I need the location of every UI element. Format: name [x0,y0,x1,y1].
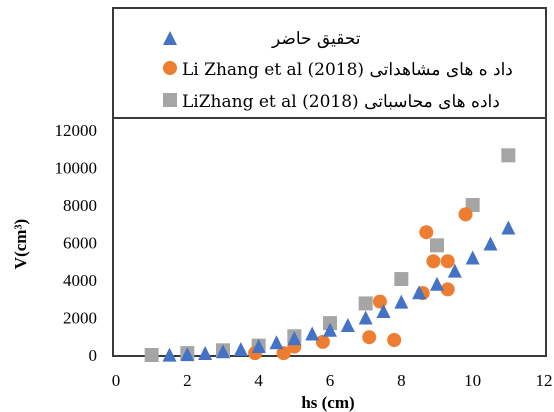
x-tick-label: 4 [254,371,263,390]
legend-entry-label: LiZhang et al (2018) داده های محاسباتی [182,92,500,112]
y-tick-label: 10000 [55,159,98,178]
series-circle [248,207,473,361]
y-tick-label: 0 [89,346,98,365]
series-triangle [162,220,516,362]
data-point [358,296,373,311]
data-point [483,236,498,251]
x-tick-label: 2 [183,371,192,390]
data-point [394,272,409,287]
data-point [440,282,455,297]
data-point [465,250,480,265]
data-point [216,344,230,359]
legend: تحقیق حاضر Li Zhang et al (2018) داد ه ها… [163,29,513,112]
y-axis-title: V(cm³) [11,219,30,269]
data-point [501,220,516,235]
data-point [233,342,248,356]
x-tick-label: 0 [112,371,121,390]
data-point [180,347,195,362]
data-point [458,207,473,222]
legend-box [112,7,547,119]
data-point [323,322,337,337]
data-point [412,285,427,300]
data-point [372,294,387,309]
data-point [362,330,377,345]
y-tick-label: 8000 [63,196,97,215]
data-point [430,276,444,291]
data-point [387,333,402,347]
y-tick-label: 2000 [63,309,97,328]
data-point [144,348,159,362]
x-axis-title: hs (cm) [301,393,354,412]
data-point [198,345,213,360]
x-tick-label: 8 [397,371,406,390]
y-tick-label: 4000 [63,271,97,290]
data-point [440,254,455,269]
data-point [501,148,516,163]
data-point [340,318,355,332]
legend-entry-label: تحقیق حاضر [271,29,361,49]
data-point [287,331,302,346]
data-point [419,225,434,240]
legend-marker-circle [163,61,177,75]
x-tick-label: 6 [326,371,335,390]
data-point [394,294,409,309]
data-point [426,254,441,269]
data-marks [144,148,516,362]
data-point [162,347,177,362]
x-tick-label: 12 [536,371,553,390]
y-tick-label: 12000 [55,121,98,140]
data-point [447,263,462,278]
data-point [269,335,284,350]
legend-marker-triangle [163,31,177,45]
x-tick-label: 10 [464,371,481,390]
y-tick-label: 6000 [63,234,97,253]
legend-entry-label: Li Zhang et al (2018) داد ه های مشاهداتی [182,60,513,80]
data-point [276,346,291,361]
legend-marker-square [163,93,177,107]
data-point [305,326,320,341]
data-point [430,238,444,253]
data-point [315,334,330,349]
axes: 0 2 4 6 8 10 12 0 2000 4000 6000 8000 10000 12000 [55,121,553,390]
data-point [358,310,373,325]
data-point [251,339,266,353]
data-point [376,303,391,318]
